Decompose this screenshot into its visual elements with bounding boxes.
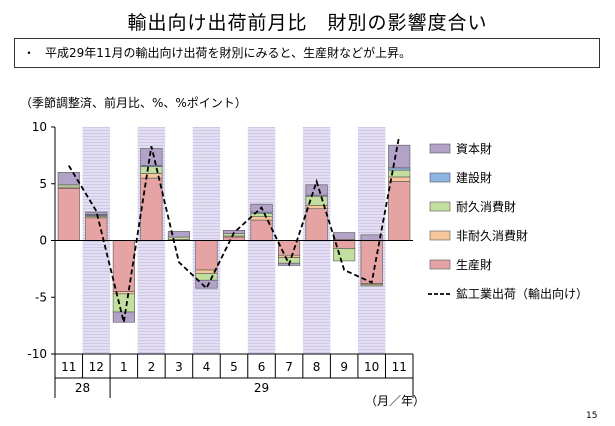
legend-swatch — [429, 143, 451, 154]
bar-segment-2-0 — [57, 184, 80, 188]
legend-label: 鉱工業出荷（輸出向け） — [456, 286, 588, 301]
category-label: 8 — [313, 360, 321, 374]
bar-segment-1-8 — [278, 254, 301, 258]
page-number: 15 — [586, 411, 598, 421]
category-label: 1 — [120, 360, 128, 374]
category-label: 7 — [285, 360, 293, 374]
bar-segment-2-3 — [140, 166, 163, 174]
bar-segment-2-4 — [167, 236, 190, 240]
bar-segment-0-2 — [112, 240, 135, 292]
category-label: 6 — [258, 360, 266, 374]
category-label: 10 — [364, 360, 379, 374]
legend-swatch — [429, 201, 451, 212]
y-tick-label: -10 — [27, 347, 47, 361]
summary-note-box: ・平成29年11月の輸出向け出荷を財別にみると、生産財などが上昇。 — [14, 38, 600, 68]
bar-segment-4-10 — [333, 232, 356, 240]
bar-segment-4-9 — [305, 184, 328, 196]
bar-segment-2-10 — [333, 248, 356, 262]
bar-segment-4-12 — [388, 144, 411, 169]
year-label: 28 — [75, 381, 90, 395]
bar-segment-0-12 — [388, 181, 411, 241]
export-shipments-line — [68, 135, 401, 323]
bar-segment-0-6 — [222, 236, 246, 241]
legend-label: 資本財 — [456, 141, 492, 156]
bar-segment-2-2 — [112, 293, 135, 313]
legend-label: 建設財 — [456, 170, 492, 185]
category-label: 4 — [203, 360, 211, 374]
bar-segment-4-0 — [57, 172, 80, 186]
bar-segment-0-8 — [278, 240, 301, 256]
bar-segment-3-12 — [388, 167, 411, 171]
y-tick-label: 10 — [32, 120, 47, 134]
legend-label: 非耐久消費財 — [456, 228, 528, 243]
bar-segment-0-9 — [305, 208, 328, 241]
bar-segment-4-5 — [195, 279, 218, 289]
legend-swatch — [429, 172, 451, 183]
legend-swatch — [429, 230, 451, 241]
y-tick-label: 5 — [39, 177, 47, 191]
category-label: 11 — [392, 360, 407, 374]
category-label: 5 — [230, 360, 238, 374]
category-label: 9 — [340, 360, 348, 374]
y-tick-label: 0 — [39, 234, 47, 248]
unit-label: （季節調整済、前月比、%、%ポイント） — [20, 96, 247, 110]
bar-segment-0-1 — [85, 217, 108, 241]
category-label: 11 — [61, 360, 76, 374]
summary-note-text: 平成29年11月の輸出向け出荷を財別にみると、生産財などが上昇。 — [45, 46, 412, 60]
category-label: 2 — [148, 360, 156, 374]
legend-label: 生産財 — [456, 257, 492, 272]
bar-segment-1-7 — [250, 216, 273, 221]
category-label: 3 — [175, 360, 183, 374]
bar-segment-2-5 — [195, 273, 218, 281]
year-label: 29 — [254, 381, 269, 395]
month-year-axis-label: （月／年） — [365, 394, 426, 408]
legend-label: 耐久消費財 — [456, 199, 516, 214]
y-tick-label: -5 — [35, 290, 47, 304]
legend-swatch — [429, 259, 451, 270]
page-title: 輸出向け出荷前月比 財別の影響度合い — [127, 12, 488, 34]
bar-segment-2-11 — [360, 284, 383, 287]
note-bullet: ・ — [23, 46, 36, 60]
bar-segment-4-4 — [167, 231, 190, 238]
bar-segment-0-5 — [195, 240, 218, 271]
bar-segment-0-3 — [140, 177, 163, 241]
bar-segment-0-11 — [360, 240, 383, 284]
bar-segment-0-0 — [57, 187, 80, 241]
category-label: 12 — [89, 360, 104, 374]
